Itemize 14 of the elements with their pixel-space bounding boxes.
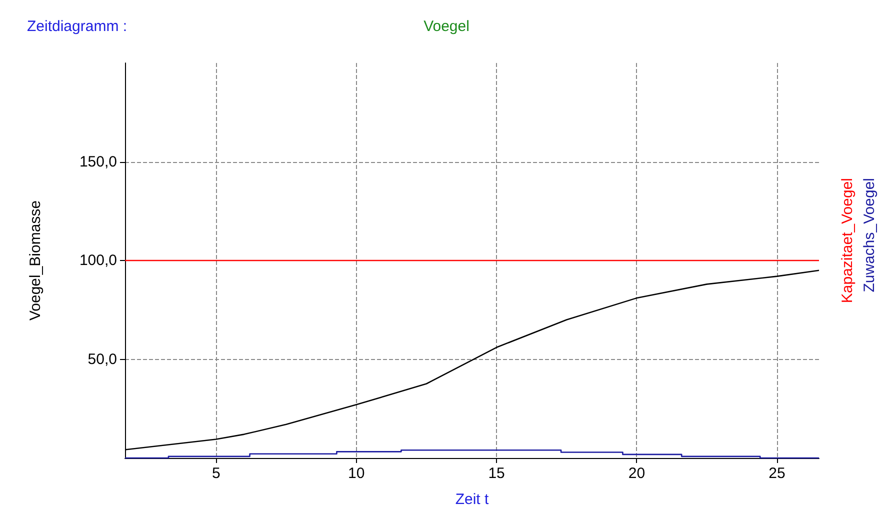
x-tick-label: 25 [768, 465, 786, 482]
y-tick-label: 150,0 [79, 153, 117, 170]
x-tick-label: 5 [212, 465, 220, 482]
text: Zuwachs_Voegel [861, 178, 878, 292]
chart-title: Voegel [424, 18, 470, 35]
y-tick-label: 100,0 [79, 252, 117, 269]
text: Kapazitaet_Voegel [839, 178, 856, 304]
chart-subtitle: Zeitdiagramm : [27, 18, 128, 35]
x-axis-title: Zeit t [455, 491, 490, 508]
x-tick-label: 10 [348, 465, 365, 482]
y-tick-label: 50,0 [88, 350, 117, 368]
y-axis-title: Voegel_Biomasse [27, 200, 44, 321]
x-tick-label: 20 [628, 465, 646, 482]
x-tick-label: 15 [488, 465, 505, 482]
